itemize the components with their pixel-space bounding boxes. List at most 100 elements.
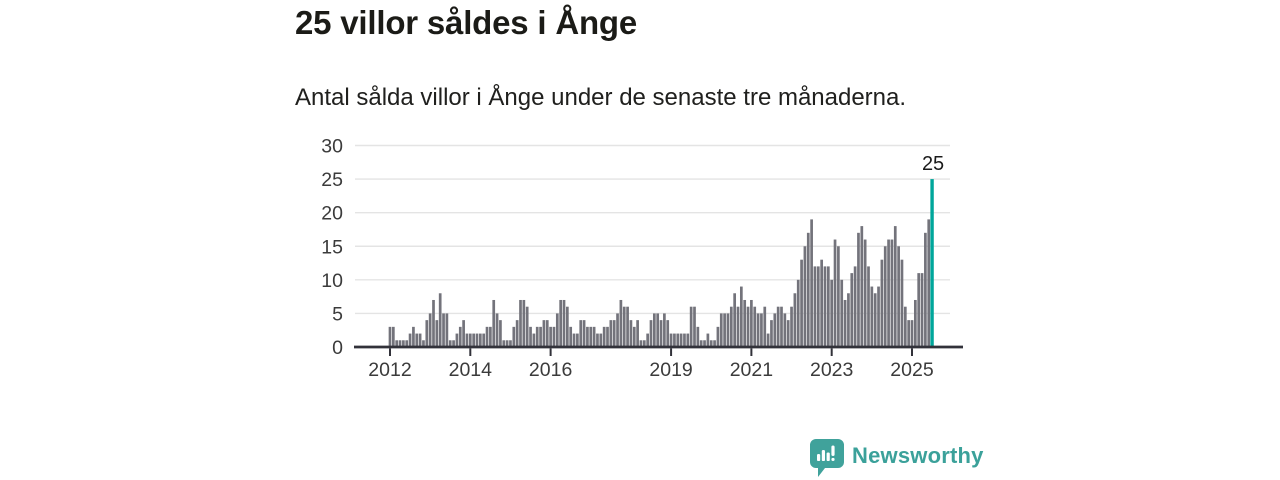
x-axis-tick-label: 2025 [890,359,934,381]
brand-name: Newsworthy [852,443,984,468]
bar [883,246,887,347]
bar [743,299,747,347]
bar [750,299,753,347]
bar [689,306,693,347]
bar [495,313,499,347]
bar [422,340,425,347]
bar [766,333,770,347]
bar [897,246,900,347]
bar [425,320,429,347]
bar [489,326,492,347]
bar [629,320,633,347]
bar [559,299,563,347]
bar [646,333,650,347]
bar [693,306,696,347]
bar [913,299,917,347]
bar [478,333,482,347]
bar [499,320,502,347]
bar [586,326,589,347]
bar [445,313,449,347]
bar [857,232,860,347]
bar [830,279,834,347]
bar [810,219,813,347]
y-axis-tick-label: 20 [321,203,343,225]
bar [803,246,807,347]
bar [619,299,623,347]
bar [582,320,586,347]
bar [736,306,740,347]
bar [699,340,703,347]
y-axis-tick-label: 10 [321,270,343,292]
chart-title: 25 villor såldes i Ånge [295,4,638,41]
bar [790,306,793,347]
bar [485,326,489,347]
bar [853,266,857,347]
bar [924,232,927,347]
bar [545,320,549,347]
bar [716,326,720,347]
bar [870,286,874,347]
bar [632,326,636,347]
bar [492,299,496,347]
bar [820,259,824,347]
bar [405,340,409,347]
bar [826,266,830,347]
bar [622,306,626,347]
bar [458,326,462,347]
bar [532,333,536,347]
bar [502,340,506,347]
bar [760,313,763,347]
bar [482,333,486,347]
bar [529,326,532,347]
bar [773,313,777,347]
bar [823,266,827,347]
bar [713,340,716,347]
bar [893,226,897,347]
bar [395,340,399,347]
bar [555,313,559,347]
bar [673,333,676,347]
bar [609,320,613,347]
bar [636,320,639,347]
x-axis-tick-label: 2016 [529,359,572,381]
bar [709,340,713,347]
highlighted-bar [930,179,934,347]
bar [569,326,573,347]
bar [596,333,599,347]
bar [723,313,726,347]
bar [539,326,542,347]
bar [863,239,867,347]
bar [579,320,583,347]
bar [783,313,787,347]
bar [455,333,459,347]
bar [887,239,890,347]
bar [729,306,733,347]
bar [418,333,422,347]
bar [840,279,844,347]
x-axis-tick-label: 2019 [649,359,692,381]
bar [435,320,439,347]
bar [900,259,904,347]
bar [793,293,797,347]
bar [753,306,757,347]
bar [843,299,847,347]
bar [800,259,803,347]
bar [402,340,405,347]
bar [452,340,455,347]
bar [873,293,877,347]
bar [847,293,850,347]
bar [776,306,780,347]
bar [920,273,924,347]
bar [438,293,442,347]
bar [606,326,609,347]
bar [519,299,522,347]
bar [592,326,596,347]
bar [679,333,683,347]
x-axis-tick-label: 2021 [730,359,773,381]
bar [509,340,512,347]
bar [552,326,556,347]
y-axis-tick-label: 15 [321,236,343,258]
bar [465,333,469,347]
bar [780,306,783,347]
bar [415,333,419,347]
